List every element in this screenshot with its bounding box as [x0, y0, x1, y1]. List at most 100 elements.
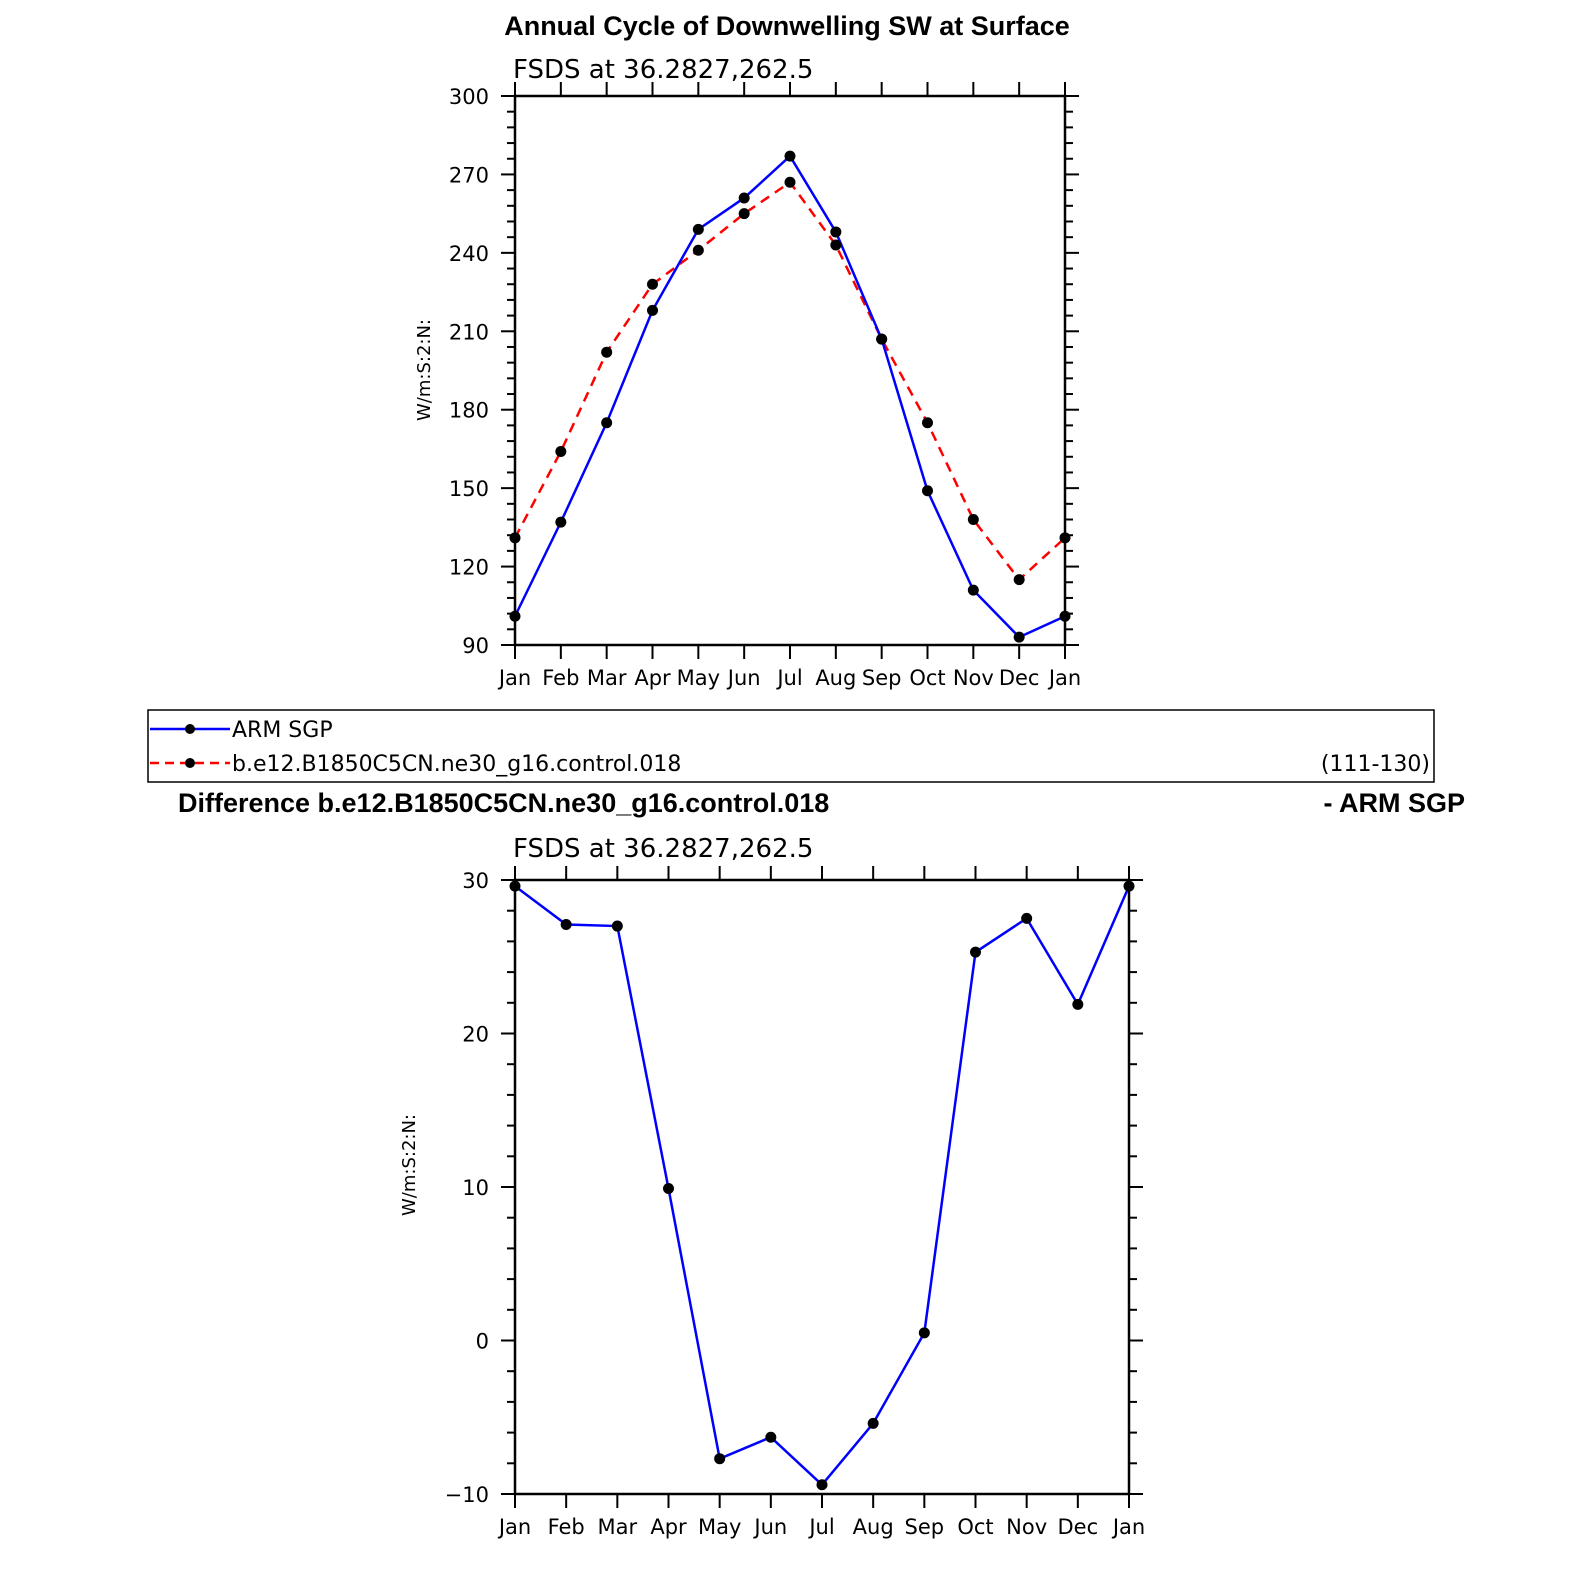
chart1-xtick-label: Jan: [497, 666, 531, 690]
chart2-series-0-point: [918, 1327, 930, 1339]
chart2-series-0-point: [867, 1417, 879, 1429]
chart1-series-0-point: [830, 226, 842, 238]
chart1-series-0-point: [647, 304, 658, 316]
chart2-xtick-label: Dec: [1058, 1515, 1099, 1539]
chart1-series-1-point: [692, 244, 704, 256]
chart1-title: Annual Cycle of Downwelling SW at Surfac…: [504, 11, 1070, 41]
legend-arm-sgp-label: ARM SGP: [232, 718, 333, 743]
annual-cycle-chart: Annual Cycle of Downwelling SW at Surfac…: [414, 11, 1081, 690]
chart1-series-0-point: [1059, 610, 1071, 622]
chart1-series-1-point: [922, 417, 933, 429]
chart1-series-1-point: [830, 239, 842, 251]
chart1-series-0-point: [509, 610, 521, 622]
chart2-subtitle: FSDS at 36.2827,262.5: [513, 834, 813, 864]
chart2-xtick-label: Oct: [957, 1515, 993, 1539]
legend: ARM SGP b.e12.B1850C5CN.ne30_g16.control…: [147, 709, 1435, 783]
chart1-series-1-point: [555, 446, 567, 458]
chart1-series-0-point: [1013, 631, 1025, 643]
chart1-subtitle: FSDS at 36.2827,262.5: [513, 55, 813, 85]
chart1-xtick-label: May: [677, 666, 720, 690]
chart1-series-line-0: [513, 154, 1066, 639]
chart1-ytick-label: 210: [449, 320, 489, 344]
chart1-ytick-label: 270: [449, 163, 489, 187]
chart2-xtick-label: Jul: [807, 1515, 834, 1539]
chart2-xtick-label: Jan: [497, 1515, 531, 1539]
chart2-ytick-label: 20: [462, 1023, 489, 1047]
chart1-xtick-label: Jan: [1047, 666, 1081, 690]
chart2-series-0-point: [970, 946, 981, 958]
chart1-series-1-point: [1059, 532, 1071, 544]
chart1-ytick-label: 150: [449, 477, 489, 501]
chart2-ytick-label: −10: [445, 1483, 489, 1507]
chart1-xtick-label: Mar: [587, 666, 627, 690]
chart1-series-1-point: [967, 514, 979, 526]
chart1-ytick-label: 300: [449, 85, 489, 109]
chart2-xtick-label: Mar: [598, 1515, 638, 1539]
chart1-ytick-label: 180: [449, 399, 489, 423]
chart2-series-0-point: [509, 880, 521, 892]
chart2-xtick-label: Aug: [853, 1515, 894, 1539]
chart1-xtick-label: Feb: [542, 666, 579, 690]
chart2-ytick-label: 30: [462, 869, 489, 893]
chart2-series-0-point: [816, 1479, 828, 1491]
chart2-xtick-label: Jan: [1111, 1515, 1145, 1539]
chart1-xtick-label: Oct: [909, 666, 945, 690]
chart1-series-0-point: [922, 485, 933, 497]
chart1-series-1-point: [601, 346, 613, 358]
chart2-series-0-point: [1072, 998, 1084, 1010]
chart1-xtick-label: Jun: [726, 666, 761, 690]
chart1-series-1-point: [647, 278, 658, 290]
chart1-xtick-label: Nov: [953, 666, 994, 690]
chart1-xtick-label: Jul: [775, 666, 802, 690]
chart1-series-0-point: [784, 150, 796, 162]
chart1-series-0-point: [555, 516, 567, 528]
chart1-series-line-1: [513, 180, 1066, 582]
legend-years-note: (111-130): [1321, 752, 1430, 777]
chart1-series-0-point: [601, 417, 613, 429]
chart2-xtick-label: Apr: [650, 1515, 687, 1539]
chart1-series-1-point: [1013, 574, 1025, 586]
chart2-xtick-label: Nov: [1006, 1515, 1047, 1539]
chart2-xtick-label: Feb: [548, 1515, 585, 1539]
chart2-series-0-point: [611, 920, 623, 932]
chart1-series-1-point: [738, 208, 750, 220]
chart2-plot-frame: [513, 878, 1131, 1496]
chart2-series-0-point: [560, 919, 572, 931]
chart1-xtick-label: Apr: [634, 666, 671, 690]
chart2-ylabel: W/m:S:2:N:: [399, 1114, 420, 1216]
chart2-series-0-point: [714, 1453, 726, 1465]
chart1-xtick-label: Aug: [815, 666, 856, 690]
legend-model-label: b.e12.B1850C5CN.ne30_g16.control.018: [232, 752, 681, 777]
chart2-xtick-label: Jun: [752, 1515, 787, 1539]
chart2-title-right: - ARM SGP: [1324, 788, 1466, 818]
chart2-series-0-point: [1123, 880, 1135, 892]
chart2-ytick-label: 10: [462, 1176, 489, 1200]
legend-model-marker: [185, 758, 195, 768]
chart1-series-1-point: [784, 176, 796, 188]
chart1-series: [509, 150, 1071, 643]
chart1-ticks: Jan Feb Mar Apr May Jun Jul Aug Sep Oct Nov Dec Jan 9…: [449, 82, 1081, 690]
chart1-ylabel: W/m:S:2:N:: [414, 319, 435, 421]
chart2-series-0-point: [765, 1431, 777, 1443]
chart2-ytick-label: 0: [476, 1330, 489, 1354]
legend-arm-sgp-marker: [185, 724, 195, 734]
chart1-series-1-point: [509, 532, 521, 544]
chart1-xtick-label: Dec: [999, 666, 1040, 690]
chart2-series-0-point: [1021, 912, 1033, 924]
chart2-xtick-label: May: [698, 1515, 741, 1539]
legend-box: [147, 709, 1435, 783]
chart1-ytick-label: 240: [449, 242, 489, 266]
chart2-series-0-point: [663, 1183, 674, 1195]
chart1-xtick-label: Sep: [862, 666, 902, 690]
chart1-series-0-point: [692, 223, 704, 235]
chart2-series: [509, 880, 1135, 1491]
chart2-xtick-label: Sep: [905, 1515, 945, 1539]
difference-chart: Difference b.e12.B1850C5CN.ne30_g16.cont…: [178, 788, 1465, 1539]
chart2-ticks: Jan Feb Mar Apr May Jun Jul Aug Sep Oct Nov Dec Jan−…: [445, 866, 1145, 1539]
chart2-title-left: Difference b.e12.B1850C5CN.ne30_g16.cont…: [178, 788, 829, 818]
chart1-series-0-point: [967, 584, 979, 596]
chart1-ytick-label: 120: [449, 556, 489, 580]
chart1-ytick-label: 90: [462, 634, 489, 658]
chart2-series-line-0: [514, 885, 1131, 1487]
